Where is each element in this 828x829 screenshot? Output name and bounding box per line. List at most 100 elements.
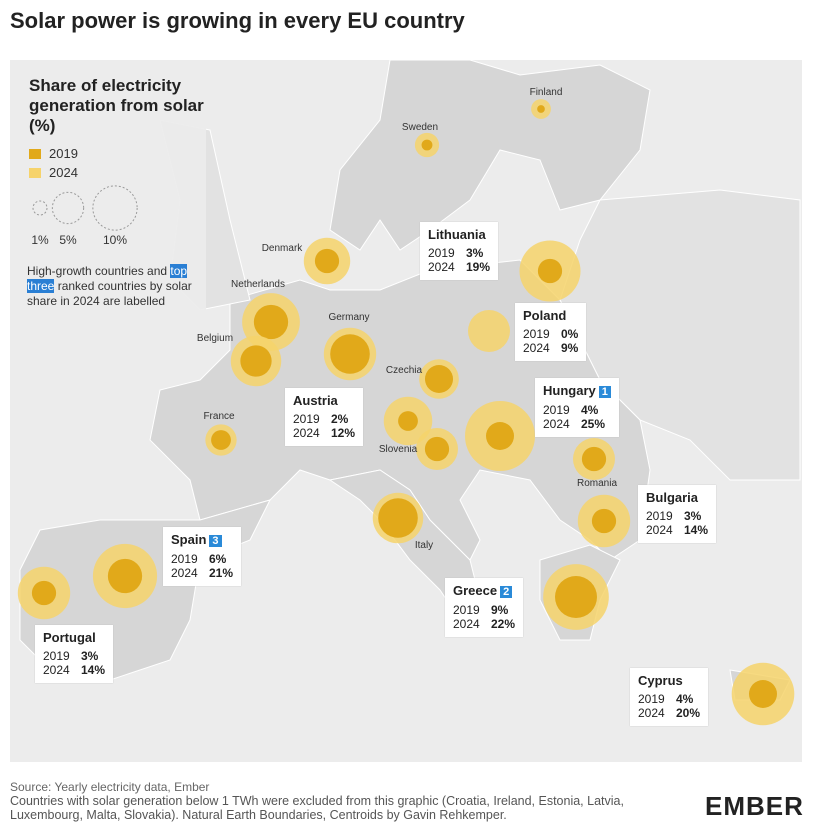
card-row: 2024 21% <box>171 566 233 580</box>
year: 2019 <box>523 327 550 341</box>
bubble-2019 <box>378 498 418 538</box>
card-row: 2019 9% <box>453 603 515 617</box>
value-label: 9% <box>491 603 509 617</box>
bubble-2019 <box>424 436 450 462</box>
note-text: ranked countries by solar share in 2024 … <box>27 279 192 308</box>
value-label: 2% <box>331 412 349 426</box>
year: 2024 <box>171 566 198 580</box>
country-label: Netherlands <box>231 279 285 290</box>
year: 2019 <box>293 412 320 426</box>
size-circle <box>32 200 48 216</box>
size-label: 5% <box>59 233 77 246</box>
year: 2019 <box>171 552 198 566</box>
size-legend: 1% 5% 10% <box>31 185 138 246</box>
country-name: Cyprus <box>638 673 683 688</box>
footnote: Countries with solar generation below 1 … <box>10 794 624 822</box>
value-label: 22% <box>491 617 516 631</box>
bubble-2019 <box>314 248 340 274</box>
year: 2019 <box>638 692 665 706</box>
country-label: Czechia <box>386 365 423 376</box>
card-row: 2024 19% <box>428 260 490 274</box>
card-row: 2019 3% <box>646 509 708 523</box>
card-row: 2024 12% <box>293 426 355 440</box>
card-row: 2019 3% <box>428 246 490 260</box>
country-card: Poland 2019 0% 2024 9% <box>515 303 587 361</box>
card-row: 2024 20% <box>638 706 700 720</box>
country-name: Lithuania <box>428 227 486 242</box>
country-label: Belgium <box>197 333 233 344</box>
country-name: Hungary <box>543 383 596 398</box>
year: 2024 <box>43 663 70 677</box>
card-row: 2019 3% <box>43 649 105 663</box>
bubble-2019 <box>486 422 514 450</box>
year: 2024 <box>428 260 455 274</box>
year: 2024 <box>523 341 550 355</box>
country-label: Germany <box>328 312 369 323</box>
value-label: 19% <box>466 260 491 274</box>
bubble-2019 <box>330 334 370 374</box>
country-name: Bulgaria <box>646 490 699 505</box>
rank-badge: 3 <box>209 535 222 547</box>
value-label: 6% <box>209 552 227 566</box>
value-label: 3% <box>684 509 702 523</box>
country-card: Bulgaria 2019 3% 2024 14% <box>638 485 717 543</box>
card-row: 2019 0% <box>523 327 578 341</box>
value-label: 0% <box>561 327 579 341</box>
bubble-2019 <box>425 365 453 393</box>
country-card: Cyprus 2019 4% 2024 20% <box>630 668 709 726</box>
legend-note: High-growth countries and top three rank… <box>27 264 205 309</box>
country-label: Sweden <box>402 122 438 133</box>
country-label: Slovenia <box>379 444 418 455</box>
bubble-2019 <box>537 105 545 113</box>
title: Solar power is growing in every EU count… <box>10 8 465 33</box>
rank-badge: 1 <box>598 386 611 398</box>
legend-label: 2024 <box>49 165 78 180</box>
year: 2019 <box>543 403 570 417</box>
country-card: Portugal 2019 3% 2024 14% <box>35 625 114 683</box>
country-label: Denmark <box>262 243 304 254</box>
country-card: Spain 3 2019 6% 2024 21% <box>163 527 242 586</box>
country-name: Poland <box>523 308 567 323</box>
year: 2024 <box>646 523 673 537</box>
year: 2024 <box>638 706 665 720</box>
value-label: 9% <box>561 341 579 355</box>
year: 2019 <box>453 603 480 617</box>
bubble-2019 <box>31 580 57 606</box>
year: 2019 <box>646 509 673 523</box>
legend-item: 2024 <box>29 165 78 180</box>
bubble-2019 <box>581 446 607 472</box>
bubble-2019 <box>749 680 777 708</box>
legend: Share of electricity generation from sol… <box>20 66 206 330</box>
card-title: Portugal <box>43 631 105 645</box>
value-label: 3% <box>81 649 99 663</box>
source: Source: Yearly electricity data, Ember <box>10 780 210 794</box>
country-label: Romania <box>577 478 617 489</box>
card-title: Lithuania <box>428 228 490 242</box>
card-row: 2019 4% <box>638 692 700 706</box>
country-name: Greece <box>453 583 498 598</box>
bubble-2019 <box>555 576 597 618</box>
country-label: Finland <box>530 87 563 98</box>
country-label: France <box>203 411 235 422</box>
legend-swatch <box>29 167 41 178</box>
value-label: 14% <box>81 663 106 677</box>
value-label: 4% <box>581 403 599 417</box>
card-row: 2024 14% <box>646 523 708 537</box>
card-row: 2019 6% <box>171 552 233 566</box>
bubble-2019 <box>591 508 617 534</box>
bubble-2019 <box>240 345 272 377</box>
country-name: Austria <box>293 393 338 408</box>
legend-swatch <box>29 148 41 159</box>
value-label: 3% <box>466 246 484 260</box>
card-title: Greece 2 <box>453 584 515 599</box>
year: 2019 <box>428 246 455 260</box>
card-row: 2019 2% <box>293 412 355 426</box>
value-label: 20% <box>676 706 701 720</box>
value-label: 4% <box>676 692 694 706</box>
size-circle <box>92 185 138 231</box>
value-label: 12% <box>331 426 356 440</box>
year: 2019 <box>43 649 70 663</box>
logo: EMBER <box>705 791 804 821</box>
rank-badge: 2 <box>500 586 513 598</box>
